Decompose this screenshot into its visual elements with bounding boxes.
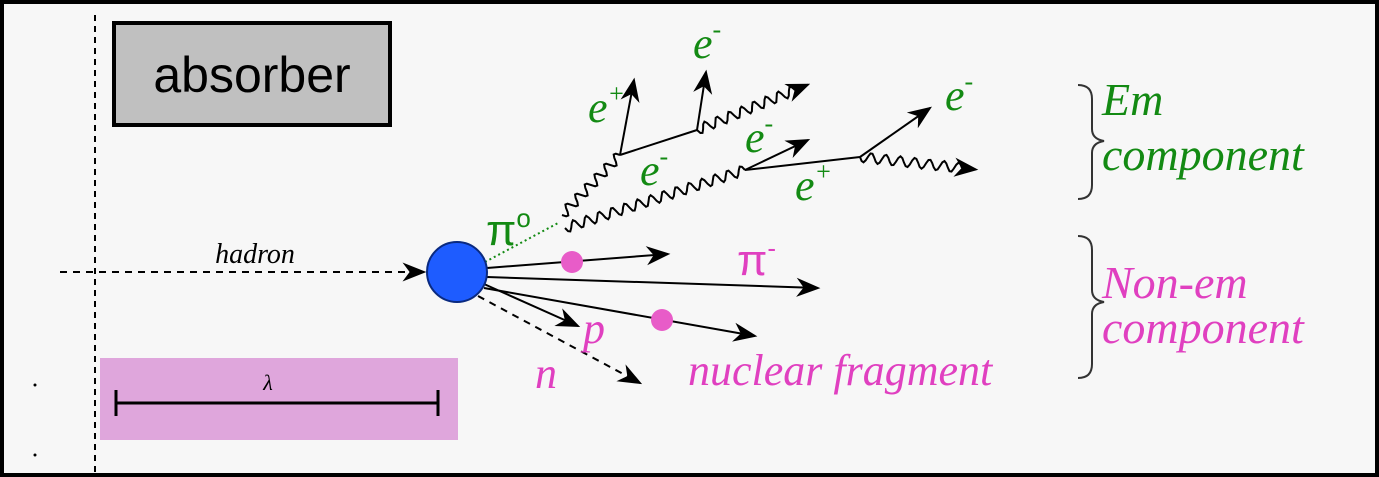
particle — [561, 251, 583, 273]
particle — [651, 309, 673, 331]
absorber-label: absorber — [153, 47, 350, 103]
component-label: component — [1102, 129, 1305, 180]
proton-label: p — [580, 304, 605, 353]
scale-label: λ — [262, 370, 273, 395]
scale-box — [100, 358, 458, 440]
component-label: Non-em — [1101, 257, 1248, 308]
dot — [34, 384, 37, 387]
dot — [34, 454, 37, 457]
neutron-label: n — [535, 349, 557, 398]
fragment-label: nuclear fragment — [688, 346, 994, 395]
nucleus — [427, 242, 487, 302]
component-label: Em — [1101, 74, 1163, 125]
hadron-label: hadron — [215, 239, 295, 270]
component-label: component — [1102, 302, 1305, 353]
diagram: absorber λ hadron πo e+ e- e- e- e+ e- π… — [0, 0, 1379, 477]
